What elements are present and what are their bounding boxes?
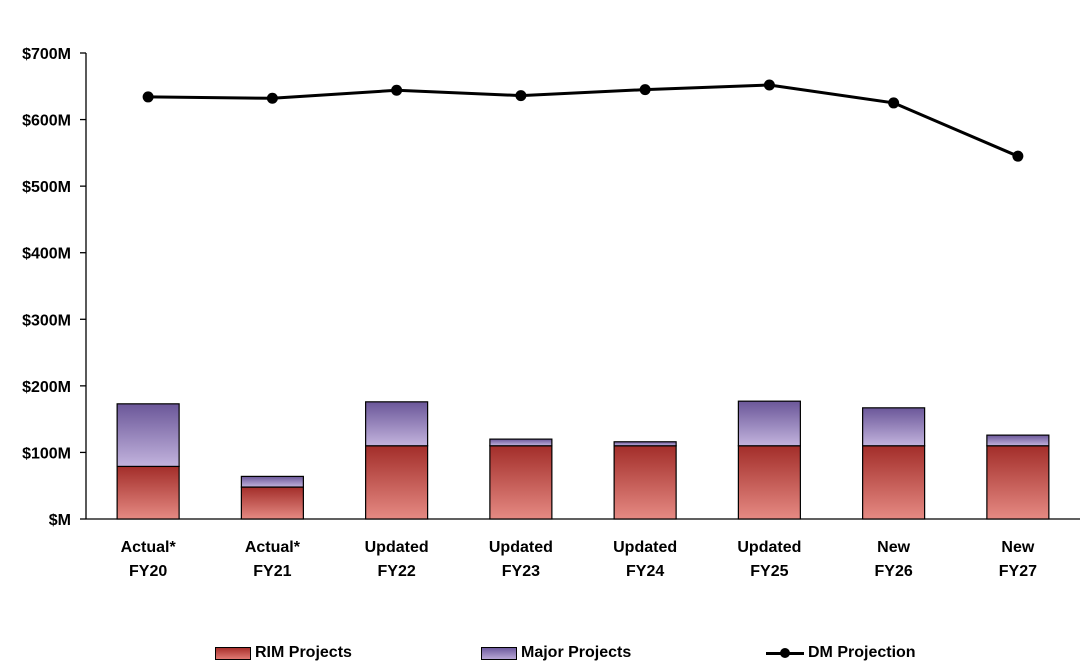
bar-major-projects	[737, 400, 801, 447]
x-axis: Actual* FY20 Actual* FY21 Updated FY22 Updated…	[86, 518, 1080, 580]
legend-item-rim: RIM Projects	[215, 644, 352, 662]
y-tick-label: $500M	[22, 179, 71, 196]
legend-swatch-rim	[215, 646, 251, 660]
legend-line-dm	[766, 647, 804, 660]
bar-major-projects	[240, 475, 304, 488]
x-tick-label: Updated FY24	[613, 539, 677, 580]
y-tick-label: $200M	[22, 379, 71, 396]
y-tick-label: $300M	[22, 312, 71, 329]
legend-label-major: Major Projects	[521, 644, 632, 661]
dm-projection-point	[266, 92, 278, 104]
dm-projection-point	[763, 79, 775, 91]
bar-major-projects	[613, 441, 677, 447]
legend-item-dm: DM Projection	[766, 644, 916, 662]
x-tick-label: Updated FY25	[737, 539, 801, 580]
x-tick-label: Actual* FY20	[121, 539, 177, 580]
legend-swatch-major	[481, 646, 517, 660]
bar-major-projects	[116, 403, 180, 468]
x-tick-label: New FY27	[999, 539, 1037, 580]
bar-major-projects	[365, 401, 429, 447]
x-tick-label: Actual* FY21	[245, 539, 301, 580]
bar-rim-projects	[240, 486, 304, 520]
y-tick-label: $M	[49, 512, 71, 529]
bar-major-projects	[986, 434, 1050, 447]
dm-projection-point	[1012, 150, 1024, 162]
dm-projection-point	[391, 84, 403, 96]
dm-projection-line	[142, 79, 1024, 162]
dm-projection-path	[148, 83, 1019, 158]
bar-rim-projects	[862, 445, 926, 520]
bar-major-projects	[489, 438, 553, 447]
dm-projection-point	[888, 97, 900, 109]
dm-projection-point	[142, 91, 154, 103]
x-tick-label: Updated FY22	[365, 539, 429, 580]
legend-label-rim: RIM Projects	[255, 644, 352, 661]
y-tick-label: $100M	[22, 445, 71, 462]
bars	[116, 400, 1050, 520]
bar-major-projects	[862, 407, 926, 447]
legend-item-major: Major Projects	[481, 644, 631, 662]
bar-rim-projects	[365, 445, 429, 520]
dm-projection-point	[515, 90, 527, 102]
bar-rim-projects	[116, 465, 180, 520]
y-tick-label: $400M	[22, 246, 71, 263]
legend-label-dm: DM Projection	[808, 644, 916, 661]
y-axis: $M $100M $200M $300M $400M $500M $600M $700M	[22, 46, 87, 529]
bar-rim-projects	[613, 445, 677, 520]
bar-rim-projects	[489, 445, 553, 520]
y-tick-label: $700M	[22, 46, 71, 63]
legend: RIM Projects Major Projects DM Projectio…	[0, 640, 1083, 666]
dm-projection-point	[639, 84, 651, 96]
x-tick-label: New FY26	[875, 539, 913, 580]
bar-rim-projects	[737, 445, 801, 520]
bar-rim-projects	[986, 445, 1050, 520]
x-tick-label: Updated FY23	[489, 539, 553, 580]
y-tick-label: $600M	[22, 113, 71, 130]
chart-svg: $M $100M $200M $300M $400M $500M $600M $700M Ac…	[22, 46, 1080, 580]
